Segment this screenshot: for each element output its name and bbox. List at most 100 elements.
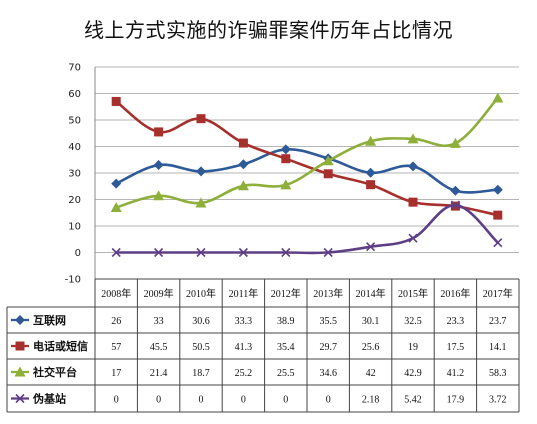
table-cell: 0 (114, 395, 119, 406)
y-tick-label: 60 (68, 89, 81, 100)
series-line-2 (115, 97, 499, 209)
table-cell: 35.5 (319, 316, 337, 327)
table-cell: 41.3 (235, 342, 253, 353)
data-point (111, 178, 122, 189)
y-tick-label: 50 (68, 116, 81, 127)
data-point (281, 154, 291, 164)
y-tick-label: 10 (68, 222, 81, 233)
data-point (408, 197, 418, 207)
legend-label: 互联网 (33, 313, 66, 327)
table-cell: 2.18 (362, 395, 380, 406)
x-tick-label: 2009年 (144, 287, 174, 300)
table-cell: 57 (111, 342, 121, 353)
data-point (153, 190, 165, 201)
table-cell: 0 (156, 395, 161, 406)
data-point (450, 200, 460, 210)
data-point (365, 167, 376, 178)
table-cell: 17.9 (447, 395, 465, 406)
data-point (408, 161, 418, 172)
data-point (365, 135, 377, 146)
table-cell: 5.42 (404, 395, 422, 406)
table-cell: 50.5 (192, 342, 210, 353)
legend-marker (15, 315, 25, 325)
table-cell: 30.1 (362, 316, 380, 327)
table-cell: 45.5 (150, 342, 168, 353)
data-point (449, 137, 461, 148)
table-cell: 18.7 (192, 368, 210, 379)
table-cell: 32.5 (404, 316, 422, 327)
table-cell: 42.9 (404, 368, 422, 379)
table-cell: 3.72 (489, 395, 507, 406)
series-line-1 (115, 100, 499, 217)
data-point (280, 144, 291, 155)
data-point (238, 138, 248, 148)
data-point (281, 247, 291, 258)
data-point (407, 133, 419, 144)
table-cell: 25.6 (362, 342, 380, 353)
x-tick-label: 2016年 (440, 287, 470, 300)
data-point (366, 242, 376, 252)
table-cell: 29.7 (319, 342, 337, 353)
y-tick-label: 0 (75, 248, 81, 259)
legend-marker (15, 341, 25, 351)
data-point (408, 233, 418, 243)
data-point (492, 92, 504, 103)
data-point (323, 169, 333, 179)
y-tick-label: 70 (68, 63, 81, 74)
data-point (493, 210, 503, 220)
table-cell: 14.1 (489, 342, 507, 353)
data-point (195, 197, 207, 208)
data-point (111, 96, 121, 106)
legend-label: 电话或短信 (33, 339, 88, 353)
data-point (196, 166, 206, 177)
data-point (154, 247, 164, 258)
data-point (196, 114, 206, 124)
data-point (238, 159, 249, 170)
data-point (366, 180, 376, 190)
data-point (492, 184, 503, 195)
x-tick-label: 2010年 (186, 287, 216, 300)
y-tick-label: 30 (68, 169, 81, 180)
data-point (196, 247, 206, 258)
data-point (323, 247, 333, 258)
data-point (110, 201, 122, 212)
data-point (450, 185, 461, 196)
y-tick-label: 40 (68, 142, 81, 153)
table-cell: 34.6 (319, 368, 337, 379)
table-cell: 26 (111, 316, 121, 327)
legend-marker (14, 366, 26, 377)
data-point (111, 247, 121, 258)
table-cell: 38.9 (277, 316, 295, 327)
table-cell: 35.4 (277, 342, 295, 353)
x-tick-label: 2015年 (398, 287, 428, 300)
data-point (238, 247, 248, 258)
data-point (280, 179, 292, 190)
legend-marker (15, 393, 25, 404)
table-cell: 25.5 (277, 368, 295, 379)
table-cell: 41.2 (447, 368, 465, 379)
legend-label: 社交平台 (32, 365, 77, 379)
series-line-0 (115, 148, 498, 194)
x-tick-label: 2008年 (101, 287, 131, 300)
table-cell: 58.3 (489, 368, 507, 379)
x-tick-label: 2011年 (229, 287, 259, 300)
x-tick-label: 2014年 (356, 287, 386, 300)
x-tick-label: 2013年 (313, 287, 343, 300)
table-cell: 21.4 (150, 368, 168, 379)
table-cell: 25.2 (235, 368, 253, 379)
y-tick-label: -10 (65, 275, 81, 286)
y-tick-label: 20 (68, 195, 81, 206)
table-cell: 23.3 (447, 316, 465, 327)
series-line-3 (116, 203, 499, 255)
data-point (237, 180, 249, 191)
table-cell: 30.6 (192, 316, 210, 327)
table-cell: 0 (199, 395, 204, 406)
legend-label: 伪基站 (32, 392, 66, 406)
table-cell: 33.3 (235, 316, 253, 327)
table-cell: 23.7 (489, 316, 507, 327)
table-cell: 17.5 (447, 342, 465, 353)
table-cell: 19 (408, 342, 418, 353)
data-point (153, 160, 164, 171)
table-cell: 17 (111, 368, 121, 379)
